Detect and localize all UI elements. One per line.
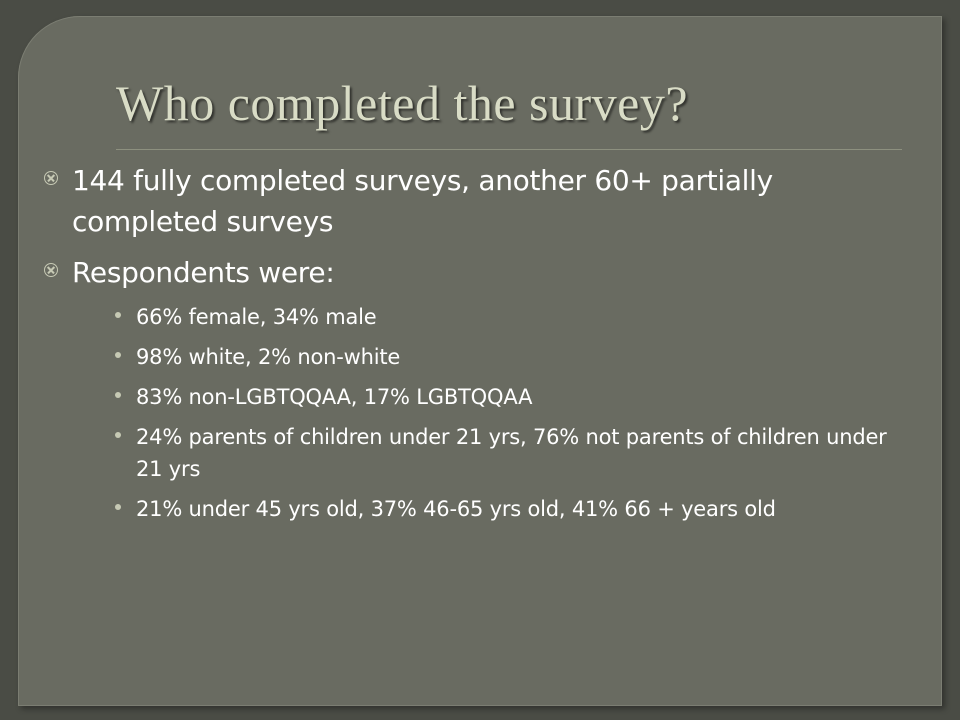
dot-icon bbox=[115, 312, 121, 318]
bullet-text: Respondents were: bbox=[72, 256, 335, 289]
bullet-item: Respondents were: 66% female, 34% male 9… bbox=[44, 252, 894, 525]
sub-bullet-text: 83% non-LGBTQQAA, 17% LGBTQQAA bbox=[136, 385, 533, 409]
dot-icon bbox=[115, 352, 121, 358]
sub-bullet-text: 66% female, 34% male bbox=[136, 305, 377, 329]
sub-bullet-text: 98% white, 2% non-white bbox=[136, 345, 401, 369]
content-panel bbox=[18, 16, 942, 706]
sub-bullet-text: 24% parents of children under 21 yrs, 76… bbox=[136, 425, 887, 481]
dot-icon bbox=[115, 392, 121, 398]
sub-bullet-item: 66% female, 34% male bbox=[72, 301, 894, 333]
circled-x-icon bbox=[44, 171, 58, 185]
sub-bullet-text: 21% under 45 yrs old, 37% 46-65 yrs old,… bbox=[136, 497, 776, 521]
sub-bullet-item: 24% parents of children under 21 yrs, 76… bbox=[72, 421, 894, 485]
circled-x-icon bbox=[44, 263, 58, 277]
bullet-text: 144 fully completed surveys, another 60+… bbox=[72, 164, 773, 238]
slide-title: Who completed the survey? bbox=[116, 75, 689, 131]
dot-icon bbox=[115, 432, 121, 438]
bullet-item: 144 fully completed surveys, another 60+… bbox=[44, 160, 894, 242]
sub-bullet-list: 66% female, 34% male 98% white, 2% non-w… bbox=[72, 301, 894, 525]
title-divider bbox=[116, 149, 902, 150]
sub-bullet-item: 98% white, 2% non-white bbox=[72, 341, 894, 373]
dot-icon bbox=[115, 504, 121, 510]
bullet-list: 144 fully completed surveys, another 60+… bbox=[44, 160, 894, 535]
sub-bullet-item: 83% non-LGBTQQAA, 17% LGBTQQAA bbox=[72, 381, 894, 413]
sub-bullet-item: 21% under 45 yrs old, 37% 46-65 yrs old,… bbox=[72, 493, 894, 525]
